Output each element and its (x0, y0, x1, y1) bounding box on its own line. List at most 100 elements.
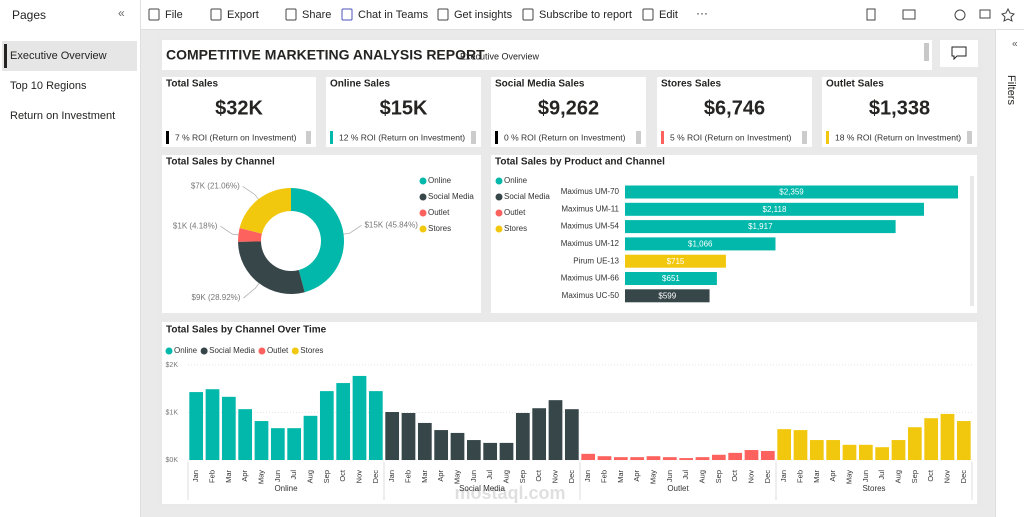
page-link[interactable]: Top 10 Regions (10, 80, 87, 92)
x-tick-label: Nov (550, 470, 559, 484)
filters-label[interactable]: Filters (1005, 75, 1017, 105)
active-page-highlight (2, 41, 137, 71)
kpi-roi: 5 % ROI (Return on Investment) (670, 132, 792, 142)
x-tick-label: Aug (501, 470, 510, 483)
bar (625, 202, 924, 216)
column (728, 452, 743, 460)
x-tick-label: Dec (763, 470, 772, 484)
data-label: $1,066 (688, 240, 713, 249)
legend-marker (495, 177, 503, 185)
x-tick-label: May (256, 470, 265, 484)
x-tick-label: Jan (387, 470, 396, 482)
x-group-label: Social Media (459, 484, 505, 493)
column (793, 430, 808, 460)
data-label: $9K (28.92%) (192, 293, 241, 302)
x-tick-label: Aug (697, 470, 706, 483)
legend-label: Stores (300, 346, 323, 355)
legend-marker (495, 225, 503, 233)
x-tick-label: May (452, 470, 461, 484)
x-tick-label: Mar (420, 470, 429, 483)
kpi-roi-end (306, 131, 311, 144)
legend-marker (419, 177, 427, 185)
x-tick-label: Jul (485, 470, 494, 480)
filters-expand[interactable]: « (1012, 39, 1018, 50)
column (711, 454, 726, 460)
x-tick-label: Apr (240, 469, 249, 481)
column (548, 400, 563, 460)
data-label: $2,359 (779, 188, 804, 197)
column (760, 450, 775, 460)
x-tick-label: Feb (207, 470, 216, 483)
kpi-title: Social Media Sales (495, 79, 585, 90)
legend-marker (200, 347, 208, 355)
column (924, 418, 939, 460)
toolbar-item[interactable]: Share (302, 9, 331, 21)
refresh-icon[interactable] (954, 9, 966, 21)
page-link[interactable]: Return on Investment (10, 110, 115, 122)
legend-label: Stores (504, 224, 527, 233)
column (581, 453, 596, 460)
column (515, 412, 530, 460)
toolbar-item[interactable]: Export (227, 9, 259, 21)
column (401, 412, 416, 460)
toolbar-item[interactable]: Chat in Teams (358, 9, 429, 21)
comment-icon[interactable] (979, 9, 991, 19)
kpi-value: $32K (215, 97, 263, 119)
column (303, 415, 318, 460)
toolbar-item[interactable]: Edit (659, 9, 678, 21)
legend-label: Social Media (428, 192, 474, 201)
page-link[interactable]: Executive Overview (10, 50, 107, 62)
column (891, 440, 906, 460)
kpi-card (657, 77, 812, 147)
x-group-label: Online (274, 484, 298, 493)
column (630, 457, 645, 460)
x-tick-label: Sep (322, 470, 331, 483)
legend-marker (258, 347, 266, 355)
toolbar-icon (148, 8, 160, 21)
toolbar-right-icons (866, 7, 1015, 22)
kpi-roi-end (802, 131, 807, 144)
bar (625, 289, 710, 303)
kpi-title: Stores Sales (661, 79, 721, 90)
column (466, 440, 481, 460)
legend-label: Online (428, 176, 452, 185)
kpi-title: Online Sales (330, 79, 390, 90)
legend-label: Stores (428, 224, 451, 233)
x-tick-label: Mar (812, 470, 821, 483)
toolbar-icon (437, 8, 449, 21)
watermark: mostaql.com (454, 483, 565, 503)
legend-marker (165, 347, 173, 355)
data-label: $7K (21.06%) (191, 182, 240, 191)
collapse-button[interactable]: « (118, 6, 125, 20)
donut-slice (238, 241, 305, 295)
favorite-icon[interactable] (1001, 7, 1015, 22)
toolbar-item[interactable]: File (165, 9, 183, 21)
kpi-card (326, 77, 481, 147)
column (842, 444, 857, 460)
view-icon[interactable] (902, 9, 916, 20)
x-tick-label: Oct (534, 469, 543, 482)
kpi-value: $9,262 (538, 97, 599, 119)
column (597, 456, 612, 460)
legend-marker (419, 193, 427, 201)
bar (625, 185, 958, 199)
bookmark-icon[interactable] (866, 8, 876, 21)
x-tick-label: Jun (273, 470, 282, 482)
column (662, 457, 677, 460)
column (221, 396, 236, 460)
leader-line (242, 186, 259, 200)
toolbar-item[interactable]: Get insights (454, 9, 513, 21)
comment-button[interactable] (940, 40, 978, 67)
x-tick-label: Feb (599, 470, 608, 483)
legend-marker (419, 225, 427, 233)
column (352, 375, 367, 460)
toolbar-item[interactable]: Subscribe to report (539, 9, 632, 21)
x-tick-label: Feb (795, 470, 804, 483)
x-tick-label: Jun (665, 470, 674, 482)
active-page-bar (4, 44, 7, 68)
x-tick-label: Oct (926, 469, 935, 482)
data-label: $15K (45.84%) (364, 220, 418, 229)
more-button[interactable]: ··· (696, 6, 708, 20)
column (809, 440, 824, 460)
x-tick-label: Jun (469, 470, 478, 482)
